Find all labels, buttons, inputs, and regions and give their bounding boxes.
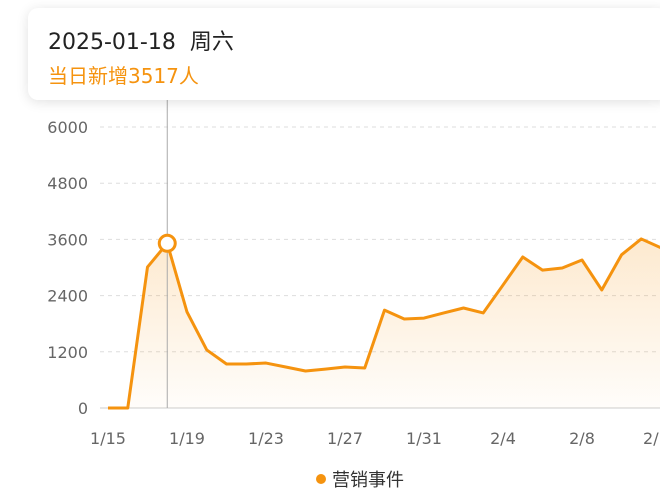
series-area bbox=[108, 238, 660, 408]
x-tick-label: 1/15 bbox=[90, 429, 126, 448]
highlighted-point[interactable] bbox=[157, 233, 177, 253]
tooltip-value-row: 当日新增3517人 bbox=[48, 60, 199, 89]
tooltip-date-row: 2025-01-18 周六 bbox=[48, 24, 234, 56]
legend-item[interactable]: 营销事件 bbox=[316, 466, 404, 492]
x-tick-label: 1/23 bbox=[248, 429, 284, 448]
tooltip-weekday: 周六 bbox=[189, 30, 234, 55]
tooltip-prefix: 当日新增 bbox=[48, 64, 128, 88]
x-tick-label: 2/4 bbox=[490, 429, 516, 448]
x-tick-label: 2/12 bbox=[643, 429, 660, 448]
tooltip: 2025-01-18 周六 当日新增3517人 bbox=[28, 8, 660, 100]
tooltip-suffix: 人 bbox=[178, 64, 199, 88]
x-tick-label: 1/31 bbox=[406, 429, 442, 448]
y-tick-label: 2400 bbox=[47, 287, 88, 306]
x-tick-label: 1/27 bbox=[327, 429, 363, 448]
legend-label: 营销事件 bbox=[332, 470, 404, 491]
y-tick-label: 0 bbox=[78, 399, 88, 418]
legend-dot-icon bbox=[316, 474, 326, 484]
x-tick-label: 2/8 bbox=[569, 429, 595, 448]
y-tick-label: 6000 bbox=[47, 118, 88, 137]
y-tick-label: 4800 bbox=[47, 174, 88, 193]
tooltip-value: 3517 bbox=[128, 64, 179, 88]
y-tick-label: 1200 bbox=[47, 343, 88, 362]
x-tick-label: 1/19 bbox=[169, 429, 205, 448]
y-tick-label: 3600 bbox=[47, 230, 88, 249]
series-line bbox=[108, 237, 660, 410]
tooltip-date: 2025-01-18 bbox=[48, 30, 176, 55]
